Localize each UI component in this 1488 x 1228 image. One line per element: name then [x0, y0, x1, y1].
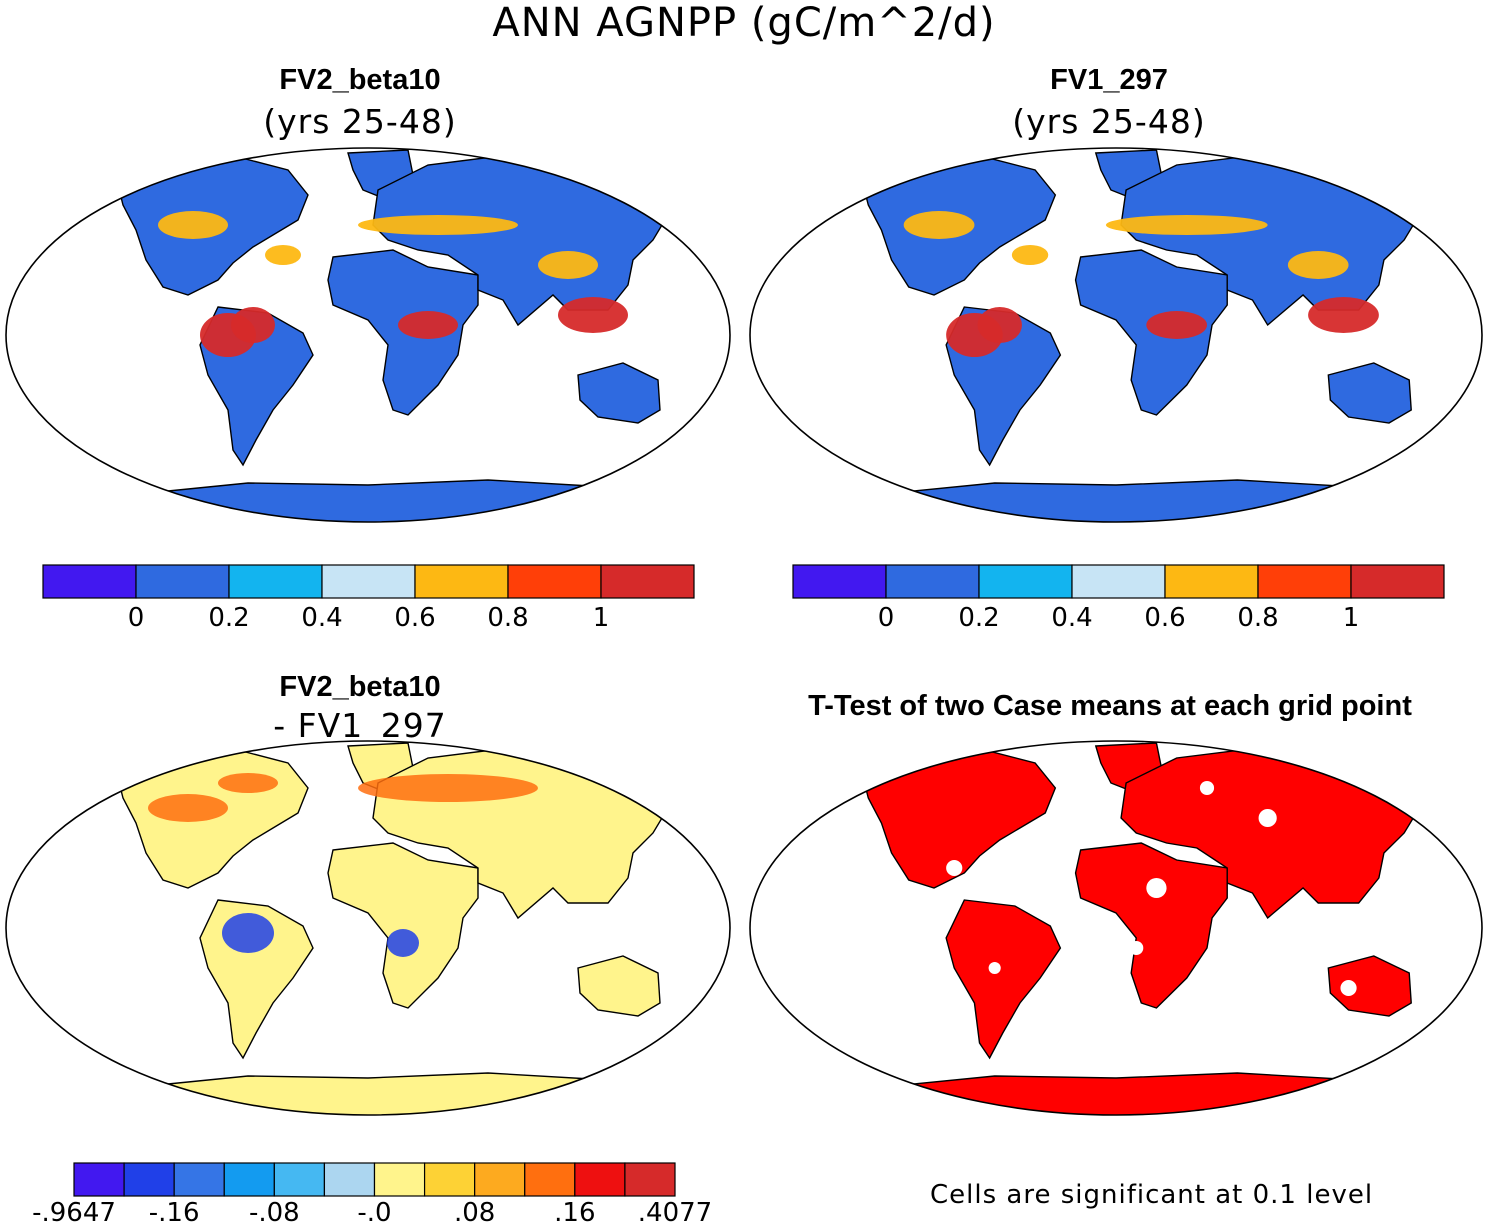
legend-diff-swatch-9 [524, 1162, 576, 1197]
map-fv2-beta10 [5, 147, 731, 523]
legend-main-1 [42, 564, 695, 599]
legend-main-2-swatch-0 [792, 564, 887, 599]
legend-main-1-label-5: 1 [592, 603, 610, 633]
panel2-title: FV1_297 [1050, 64, 1168, 96]
legend-main-2-label-3: 0.6 [1144, 603, 1186, 633]
legend-main-2-label-5: 1 [1342, 603, 1360, 633]
legend-diff-swatch-8 [474, 1162, 526, 1197]
panel2-subtitle: (yrs 25-48) [1012, 102, 1206, 141]
legend-diff-label-4: .08 [453, 1198, 496, 1228]
map-difference [5, 740, 731, 1116]
map-fv1-297-border [749, 147, 1483, 523]
panel1-title: FV2_beta10 [279, 64, 441, 96]
legend-main-2-swatch-6 [1350, 564, 1445, 599]
legend-main-1-swatch-4 [414, 564, 509, 599]
legend-diff-swatch-6 [373, 1162, 426, 1197]
legend-diff-label-0: -.9647 [32, 1198, 116, 1228]
map-fv2-beta10-border [5, 147, 731, 523]
legend-diff-label-1: -.16 [148, 1198, 200, 1228]
panel3-subtitle: - FV1_297 [273, 706, 447, 745]
legend-diff-swatch-11 [624, 1162, 676, 1197]
legend-main-1-label-0: 0 [127, 603, 145, 633]
legend-main-1-swatch-2 [228, 564, 323, 599]
legend-main-2-swatch-4 [1164, 564, 1259, 599]
legend-main-2 [792, 564, 1445, 599]
legend-main-2-swatch-5 [1257, 564, 1352, 599]
legend-main-1-swatch-6 [600, 564, 695, 599]
legend-diff-swatch-2 [173, 1162, 225, 1197]
panel3-title: FV2_beta10 [279, 671, 441, 703]
significance-note: Cells are significant at 0.1 level [930, 1180, 1374, 1210]
legend-diff-swatch-1 [123, 1162, 175, 1197]
legend-diff-swatch-10 [574, 1162, 626, 1197]
legend-main-1-label-2: 0.4 [301, 603, 343, 633]
legend-diff-label-3: -.0 [357, 1198, 392, 1228]
legend-main-1-swatch-5 [507, 564, 602, 599]
legend-diff-swatch-7 [423, 1162, 476, 1197]
legend-main-2-label-2: 0.4 [1051, 603, 1093, 633]
legend-main-1-swatch-0 [42, 564, 137, 599]
legend-main-1-swatch-3 [321, 564, 416, 599]
legend-diff-label-6: .4077 [637, 1198, 713, 1228]
legend-diff-swatch-5 [323, 1162, 376, 1197]
panel1-subtitle: (yrs 25-48) [263, 102, 457, 141]
legend-main-2-label-0: 0 [877, 603, 895, 633]
panel4-title: T-Test of two Case means at each grid po… [808, 690, 1412, 722]
legend-main-2-swatch-2 [978, 564, 1073, 599]
legend-main-1-label-3: 0.6 [394, 603, 436, 633]
legend-main-1-label-1: 0.2 [208, 603, 250, 633]
legend-main-2-label-4: 0.8 [1237, 603, 1279, 633]
legend-diff-label-5: .16 [554, 1198, 596, 1228]
legend-diff-swatch-4 [273, 1162, 326, 1197]
legend-main-1-swatch-1 [135, 564, 230, 599]
legend-main-2-label-1: 0.2 [958, 603, 1000, 633]
map-t-test [749, 740, 1483, 1116]
legend-main-2-swatch-3 [1071, 564, 1166, 599]
legend-main-1-label-4: 0.8 [487, 603, 529, 633]
figure-title: ANN AGNPP (gC/m^2/d) [492, 0, 996, 46]
map-difference-border [5, 740, 731, 1116]
legend-diff-swatch-3 [223, 1162, 275, 1197]
map-fv1-297 [749, 147, 1483, 523]
map-t-test-border [749, 740, 1483, 1116]
legend-main-2-swatch-1 [885, 564, 980, 599]
legend-diff [73, 1162, 676, 1197]
legend-diff-label-2: -.08 [248, 1198, 300, 1228]
legend-diff-swatch-0 [73, 1162, 125, 1197]
